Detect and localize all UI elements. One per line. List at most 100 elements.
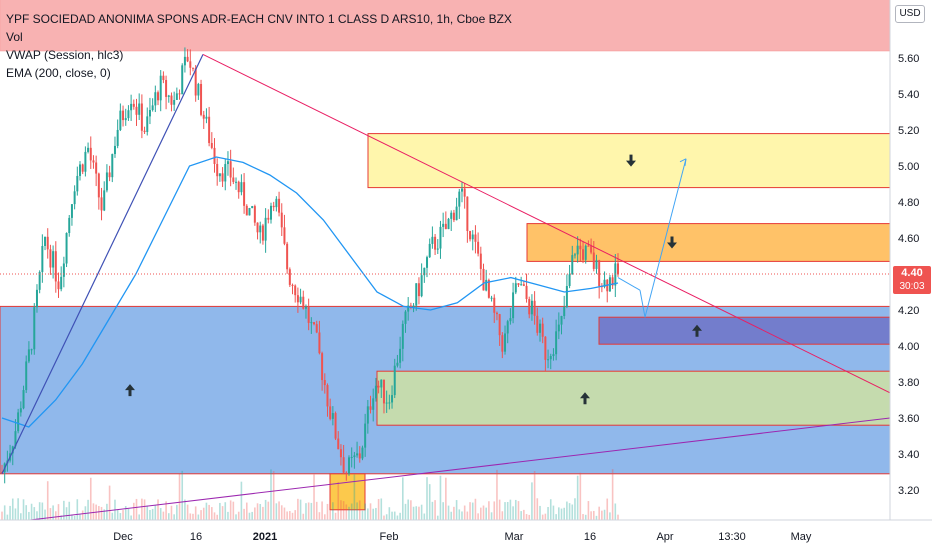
candle-body	[590, 246, 593, 253]
candle-body	[100, 197, 103, 211]
volume-bar	[477, 513, 479, 520]
volume-bar	[275, 503, 278, 520]
volume-bar	[157, 499, 159, 520]
candle-body	[288, 269, 291, 285]
indicator-lines-layer	[1, 156, 619, 428]
ema-indicator-label[interactable]: EMA (200, close, 0)	[6, 66, 111, 80]
currency-button[interactable]: USD	[895, 5, 925, 23]
volume-bar	[119, 513, 122, 520]
volume-bar	[493, 501, 496, 520]
candle-body	[565, 286, 568, 308]
volume-bar	[127, 508, 130, 520]
x-tick-label: May	[791, 531, 812, 543]
candle-body	[582, 249, 585, 260]
candles-layer	[1, 47, 619, 484]
volume-bar	[79, 514, 81, 520]
candle-body	[154, 92, 157, 106]
volume-bar	[318, 512, 321, 520]
volume-bar	[33, 507, 36, 520]
candle-body	[210, 143, 213, 148]
candle-body	[216, 163, 219, 177]
candle-body	[237, 181, 240, 193]
candle-body	[404, 311, 407, 324]
candle-body	[183, 56, 186, 66]
volume-bar	[297, 498, 299, 520]
vwap-indicator-label[interactable]: VWAP (Session, hlc3)	[6, 48, 124, 62]
candle-body	[417, 283, 420, 297]
volume-bar	[30, 503, 33, 520]
candle-body	[571, 255, 574, 275]
candle-body	[391, 395, 394, 403]
candle-body	[11, 446, 14, 454]
candle-body	[240, 182, 243, 193]
volume-bar	[447, 505, 450, 520]
candle-body	[264, 217, 267, 241]
volume-bar	[326, 503, 329, 520]
volume-bar	[278, 501, 280, 520]
y-tick-label: 4.80	[898, 197, 919, 209]
candle-body	[498, 314, 501, 336]
candle-body	[157, 92, 160, 101]
volume-bar	[87, 499, 89, 520]
volume-bar	[337, 481, 340, 520]
volume-bar	[52, 505, 54, 520]
candle-body	[436, 248, 439, 250]
candle-body	[124, 118, 127, 121]
time-axis[interactable]: Dec 16 2021 Feb Mar 16 Apr 13:30 May	[0, 519, 932, 550]
volume-bar	[541, 514, 544, 520]
volume-bar	[321, 501, 323, 520]
candle-body	[304, 306, 307, 309]
candle-body	[38, 271, 41, 290]
time-axis-background	[0, 520, 932, 550]
candle-body	[52, 251, 55, 268]
candle-body	[366, 406, 369, 424]
volume-bar	[512, 506, 514, 520]
volume-bar	[68, 501, 71, 520]
candle-body	[218, 173, 221, 177]
volume-bar	[143, 499, 146, 520]
volume-bar	[375, 507, 377, 520]
projection-arrowhead-icon	[679, 158, 687, 166]
volume-bar	[184, 499, 186, 520]
candle-body	[477, 241, 480, 254]
volume-bar	[474, 498, 477, 520]
candle-body	[450, 212, 453, 219]
projection-path	[639, 290, 646, 318]
candle-body	[140, 103, 143, 131]
candle-body	[62, 263, 65, 277]
symbol-title[interactable]: YPF SOCIEDAD ANONIMA SPONS ADR-EACH CNV …	[6, 12, 512, 26]
volume-bar	[264, 499, 267, 520]
volume-bar	[151, 508, 154, 520]
volume-bar	[313, 474, 315, 520]
y-tick-label: 3.20	[898, 485, 919, 497]
candle-body	[14, 431, 17, 447]
candle-body	[79, 164, 82, 176]
legend: YPF SOCIEDAD ANONIMA SPONS ADR-EACH CNV …	[6, 10, 512, 82]
candle-body	[46, 236, 49, 250]
yellow-resistance-zone-down-arrow-icon	[626, 154, 636, 167]
candle-body	[568, 274, 571, 287]
candle-body	[294, 285, 297, 296]
candle-body	[200, 83, 203, 115]
candle-body	[224, 164, 227, 182]
volume-indicator-label[interactable]: Vol	[6, 30, 23, 44]
candle-body	[68, 217, 71, 234]
candle-body	[512, 292, 515, 319]
candle-body	[65, 233, 68, 264]
candle-body	[272, 205, 275, 208]
volume-bar	[402, 477, 404, 520]
volume-bar	[299, 499, 302, 520]
candle-body	[165, 80, 168, 97]
candle-body	[127, 110, 130, 119]
candle-body	[487, 279, 490, 298]
volume-bar	[63, 500, 65, 520]
volume-bar	[442, 502, 444, 520]
volume-bar	[135, 498, 138, 520]
candle-body	[17, 412, 20, 432]
candle-body	[584, 245, 587, 260]
candle-body	[178, 93, 181, 95]
candle-body	[339, 449, 342, 458]
volume-bar	[509, 499, 512, 520]
candle-body	[138, 103, 141, 115]
